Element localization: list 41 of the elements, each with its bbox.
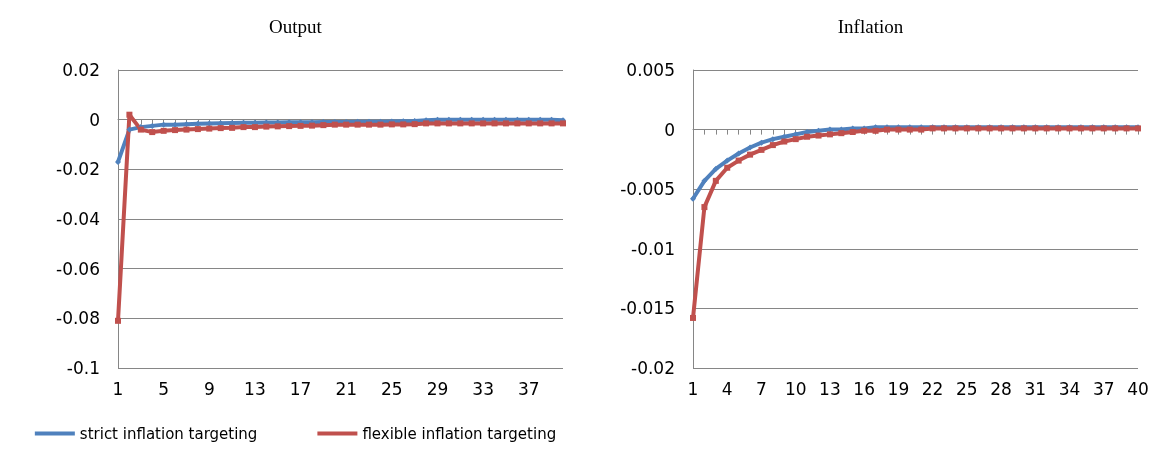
- x-tick-label: 1: [112, 378, 124, 399]
- y-tick-label: 0.02: [62, 60, 100, 80]
- y-tick-label: 0: [664, 119, 675, 140]
- x-tick-label: 10: [784, 378, 807, 399]
- x-tick-label: 31: [1024, 378, 1047, 399]
- y-tick-label: -0.08: [56, 308, 100, 329]
- x-tick-label: 13: [819, 378, 841, 399]
- x-tick-label: 22: [921, 378, 944, 399]
- x-tick-label: 28: [990, 378, 1012, 399]
- y-tick-label: -0.04: [56, 209, 100, 229]
- x-tick-label: 13: [244, 378, 266, 399]
- y-tick-label: -0.06: [56, 258, 100, 279]
- x-tick-label: 37: [1092, 378, 1115, 399]
- x-tick-label: 25: [381, 378, 403, 399]
- legend-label: flexible inflation targeting: [362, 424, 557, 443]
- y-tick-label: -0.01: [631, 238, 675, 259]
- chart-title: Inflation: [837, 16, 904, 37]
- x-tick-label: 21: [335, 378, 358, 399]
- x-tick-label: 19: [887, 378, 910, 399]
- x-tick-label: 16: [853, 378, 875, 399]
- x-tick-label: 7: [756, 378, 767, 399]
- x-tick-label: 9: [203, 378, 215, 399]
- y-tick-label: -0.015: [620, 298, 675, 319]
- x-tick-label: 34: [1058, 378, 1081, 399]
- y-tick-label: -0.02: [631, 358, 675, 378]
- x-tick-label: 29: [426, 378, 449, 399]
- x-tick-label: 4: [721, 378, 733, 399]
- y-tick-label: -0.02: [56, 159, 100, 180]
- x-tick-label: 40: [1127, 378, 1149, 399]
- y-tick-label: 0.005: [626, 60, 675, 80]
- y-tick-label: -0.005: [620, 179, 675, 200]
- y-tick-label: -0.1: [66, 358, 100, 378]
- legend-label: strict inflation targeting: [79, 424, 258, 443]
- x-tick-label: 17: [289, 378, 312, 399]
- x-tick-label: 1: [687, 378, 699, 399]
- chart-title: Output: [269, 16, 323, 37]
- x-tick-label: 5: [158, 378, 170, 399]
- x-tick-label: 37: [517, 378, 540, 399]
- y-tick-label: 0: [89, 109, 100, 130]
- x-tick-label: 25: [956, 378, 978, 399]
- x-tick-label: 33: [472, 378, 494, 399]
